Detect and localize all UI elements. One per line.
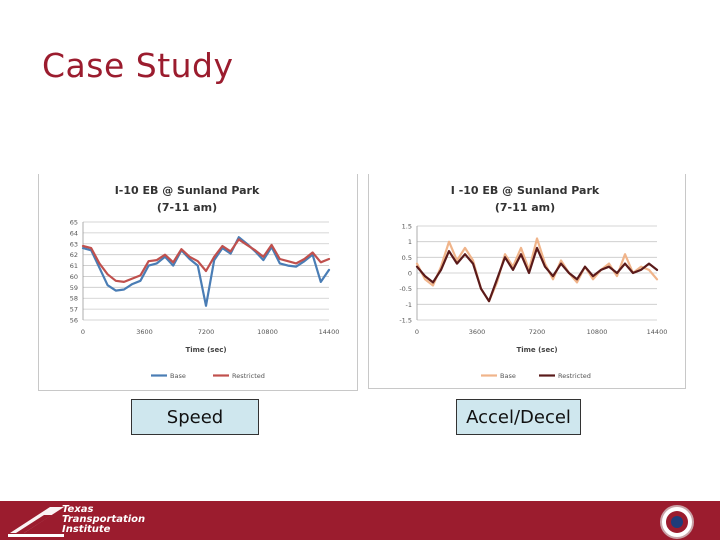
tti-logo-icon: [8, 507, 64, 537]
x-tick-label: 0: [415, 328, 419, 336]
y-tick-label: 1.5: [402, 223, 412, 231]
tti-logo-line: Transportation: [62, 514, 146, 525]
y-tick-label: -1.5: [399, 317, 412, 325]
series-line-restricted: [415, 246, 659, 303]
x-tick-label: 14400: [647, 328, 668, 336]
y-tick-label: 64: [70, 229, 78, 237]
tti-logo-text: Texas Transportation Institute: [62, 505, 145, 535]
legend-label: Restricted: [558, 372, 591, 380]
y-tick-label: 59: [70, 284, 78, 292]
x-tick-label: 10800: [587, 328, 608, 336]
speed-chart: I-10 EB @ Sunland Park (7-11 am) 56 57 58 59 6…: [38, 174, 358, 391]
y-tick-label: -0.5: [399, 285, 412, 293]
university-seal-icon: [660, 505, 694, 539]
chart-title: I -10 EB @ Sunland Park: [451, 184, 600, 197]
y-tick-label: 65: [70, 219, 78, 227]
accel-caption: Accel/Decel: [456, 399, 581, 435]
x-tick-label: 14400: [319, 328, 340, 336]
x-tick-label: 3600: [469, 328, 486, 336]
y-tick-label: 61: [70, 262, 78, 270]
x-axis-label: Time (sec): [516, 346, 557, 354]
series-line-restricted: [81, 238, 331, 284]
y-tick-label: 62: [70, 251, 78, 259]
accel-chart: I -10 EB @ Sunland Park (7-11 am) -1.5 -1 -0…: [368, 174, 686, 389]
chart-subtitle: (7-11 am): [495, 201, 555, 214]
accel-chart-svg: I -10 EB @ Sunland Park (7-11 am) -1.5 -1 -0…: [399, 184, 668, 380]
x-tick-label: 10800: [257, 328, 278, 336]
chart-title: I-10 EB @ Sunland Park: [115, 184, 260, 197]
tti-logo-line: Institute: [62, 524, 111, 535]
y-tick-label: 63: [70, 240, 78, 248]
x-tick-label: 7200: [198, 328, 215, 336]
y-tick-label: -1: [406, 301, 412, 309]
y-tick-label: 56: [70, 317, 78, 325]
y-tick-label: 60: [70, 273, 78, 281]
x-tick-label: 3600: [136, 328, 153, 336]
slide-title: Case Study: [42, 46, 234, 85]
x-tick-label: 0: [81, 328, 85, 336]
series-line-base: [81, 236, 331, 307]
y-tick-label: 0.5: [402, 254, 412, 262]
y-tick-label: 0: [408, 270, 412, 278]
y-tick-label: 57: [70, 306, 78, 314]
legend-label: Base: [170, 372, 186, 380]
series-line-base: [415, 237, 659, 303]
x-axis-label: Time (sec): [185, 346, 226, 354]
speed-caption: Speed: [131, 399, 259, 435]
y-tick-label: 58: [70, 295, 78, 303]
x-tick-label: 7200: [529, 328, 546, 336]
y-tick-label: 1: [408, 238, 412, 246]
legend-label: Base: [500, 372, 516, 380]
tti-logo-line: Texas: [62, 504, 94, 515]
legend-label: Restricted: [232, 372, 265, 380]
footer-bar: Texas Transportation Institute: [0, 501, 720, 540]
chart-subtitle: (7-11 am): [157, 201, 217, 214]
speed-chart-svg: I-10 EB @ Sunland Park (7-11 am) 56 57 58 59 6…: [70, 184, 340, 380]
